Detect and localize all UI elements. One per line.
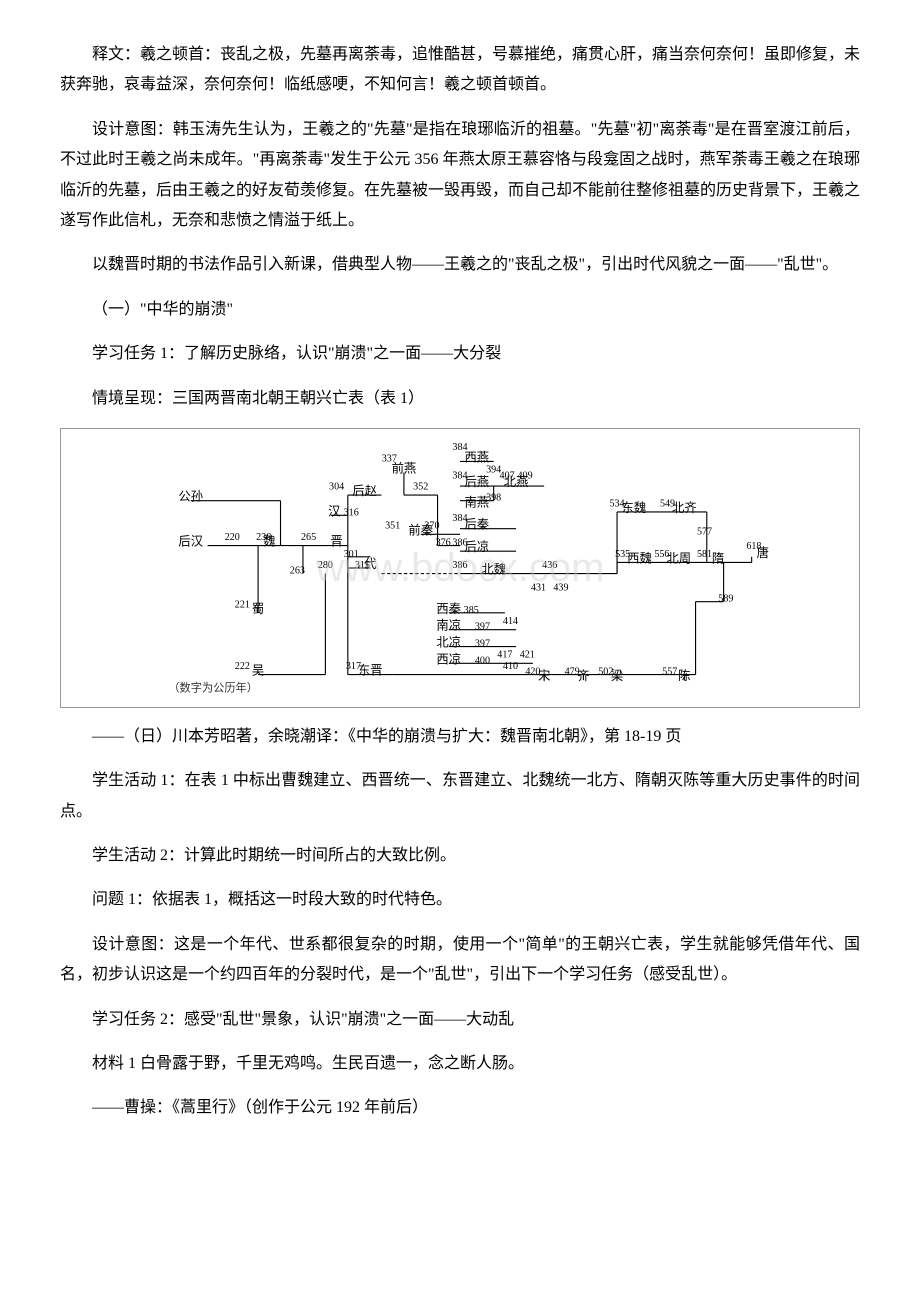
svg-text:后秦: 后秦 <box>464 518 489 532</box>
svg-text:东魏: 东魏 <box>622 500 647 515</box>
svg-text:西燕: 西燕 <box>464 450 489 464</box>
svg-text:397: 397 <box>475 622 490 633</box>
svg-text:398: 398 <box>486 493 501 504</box>
svg-text:421: 421 <box>520 650 535 661</box>
section-heading-1: （一）"中华的崩溃" <box>60 295 860 325</box>
svg-text:北齐: 北齐 <box>672 500 697 515</box>
design-intent-1: 设计意图：韩玉涛先生认为，王羲之的"先墓"是指在琅琊临沂的祖墓。"先墓"初"离荼… <box>60 115 860 237</box>
svg-text:479: 479 <box>565 666 580 677</box>
svg-text:222: 222 <box>235 661 250 672</box>
svg-text:618: 618 <box>746 541 761 552</box>
svg-text:（数字为公历年）: （数字为公历年） <box>168 680 258 694</box>
scenario-present: 情境呈现：三国两晋南北朝王朝兴亡表（表 1） <box>60 384 860 414</box>
svg-text:337: 337 <box>382 453 397 464</box>
student-activity-1: 学生活动 1：在表 1 中标出曹魏建立、西晋统一、东晋建立、北魏统一北方、隋朝灭… <box>60 766 860 827</box>
svg-text:后凉: 后凉 <box>464 539 489 554</box>
intro-text: 以魏晋时期的书法作品引入新课，借典型人物——王羲之的"丧乱之极"，引出时代风貌之… <box>60 250 860 280</box>
svg-text:后汉: 后汉 <box>178 534 203 548</box>
svg-text:西魏: 西魏 <box>627 550 652 565</box>
svg-text:384: 384 <box>452 513 467 524</box>
svg-text:北魏: 北魏 <box>481 562 506 577</box>
svg-text:301: 301 <box>344 549 359 560</box>
design-intent-2: 设计意图：这是一个年代、世系都很复杂的时期，使用一个"简单"的王朝兴亡表，学生就… <box>60 930 860 991</box>
svg-text:502: 502 <box>598 666 613 677</box>
svg-text:535: 535 <box>615 549 630 560</box>
svg-text:417: 417 <box>497 650 512 661</box>
svg-text:315: 315 <box>355 560 370 571</box>
svg-text:316: 316 <box>344 507 359 518</box>
svg-text:384: 384 <box>452 470 467 481</box>
citation-2: ——曹操：《蒿里行》（创作于公元 192 年前后） <box>60 1093 860 1123</box>
svg-text:370: 370 <box>424 521 439 532</box>
learning-task-1: 学习任务 1：了解历史脉络，认识"崩溃"之一面——大分裂 <box>60 339 860 369</box>
svg-text:后赵: 后赵 <box>352 484 377 498</box>
svg-text:436: 436 <box>542 560 557 571</box>
svg-text:431: 431 <box>531 582 546 593</box>
svg-text:557: 557 <box>662 666 677 677</box>
svg-text:后燕: 后燕 <box>464 475 489 489</box>
svg-text:西凉: 西凉 <box>436 651 461 666</box>
svg-text:北周: 北周 <box>666 551 691 565</box>
svg-text:304: 304 <box>329 481 344 492</box>
svg-text:265: 265 <box>301 532 316 543</box>
learning-task-2: 学习任务 2：感受"乱世"景象，认识"崩溃"之一面——大动乱 <box>60 1005 860 1035</box>
svg-text:414: 414 <box>503 616 518 627</box>
svg-text:397: 397 <box>475 638 490 649</box>
svg-text:581: 581 <box>697 549 712 560</box>
svg-text:376: 376 <box>436 537 451 548</box>
svg-text:蜀: 蜀 <box>252 602 264 616</box>
student-activity-2: 学生活动 2：计算此时期统一时间所占的大致比例。 <box>60 841 860 871</box>
svg-text:549: 549 <box>660 498 675 509</box>
question-1: 问题 1：依据表 1，概括这一时段大致的时代特色。 <box>60 885 860 915</box>
svg-text:410: 410 <box>503 661 518 672</box>
svg-text:220: 220 <box>225 532 240 543</box>
svg-text:577: 577 <box>697 526 712 537</box>
svg-text:隋: 隋 <box>712 551 724 565</box>
svg-text:西秦: 西秦 <box>436 602 461 616</box>
svg-text:409: 409 <box>517 470 532 481</box>
material-1: 材料 1 白骨露于野，千里无鸡鸣。生民百遗一，念之断人肠。 <box>60 1049 860 1079</box>
citation-1: ——（日）川本芳昭著，余晓潮译：《中华的崩溃与扩大：魏晋南北朝》，第 18-19… <box>60 722 860 752</box>
svg-text:589: 589 <box>718 594 733 605</box>
svg-text:556: 556 <box>654 549 669 560</box>
dynasty-timeline-diagram: 公孙后汉魏晋蜀吴后赵汉东晋前燕前秦代西燕后燕南燕后秦后凉北魏西秦南凉北凉西凉北燕… <box>60 428 860 708</box>
interpretation-text: 释文：羲之顿首：丧乱之极，先墓再离荼毒，追惟酷甚，号慕摧绝，痛贯心肝，痛当奈何奈… <box>60 40 860 101</box>
svg-text:公孙: 公孙 <box>178 490 203 504</box>
svg-text:317: 317 <box>346 661 361 672</box>
svg-text:221: 221 <box>235 599 250 610</box>
svg-text:280: 280 <box>318 560 333 571</box>
svg-text:北凉: 北凉 <box>436 634 461 649</box>
svg-text:吴: 吴 <box>252 663 264 677</box>
svg-text:238: 238 <box>256 532 271 543</box>
svg-text:东晋: 东晋 <box>358 663 383 677</box>
svg-text:陈: 陈 <box>678 668 690 683</box>
svg-text:400: 400 <box>475 655 490 666</box>
svg-text:385: 385 <box>464 605 479 616</box>
svg-text:407: 407 <box>500 470 515 481</box>
svg-text:384: 384 <box>452 442 467 453</box>
svg-text:352: 352 <box>413 481 428 492</box>
svg-text:263: 263 <box>290 566 305 577</box>
svg-text:汉: 汉 <box>328 504 340 518</box>
svg-text:439: 439 <box>553 582 568 593</box>
svg-text:386: 386 <box>452 537 467 548</box>
svg-text:晋: 晋 <box>330 534 342 548</box>
svg-text:351: 351 <box>385 521 400 532</box>
svg-text:420: 420 <box>525 666 540 677</box>
svg-text:534: 534 <box>609 498 624 509</box>
svg-text:南凉: 南凉 <box>436 618 461 633</box>
svg-text:386: 386 <box>452 560 467 571</box>
